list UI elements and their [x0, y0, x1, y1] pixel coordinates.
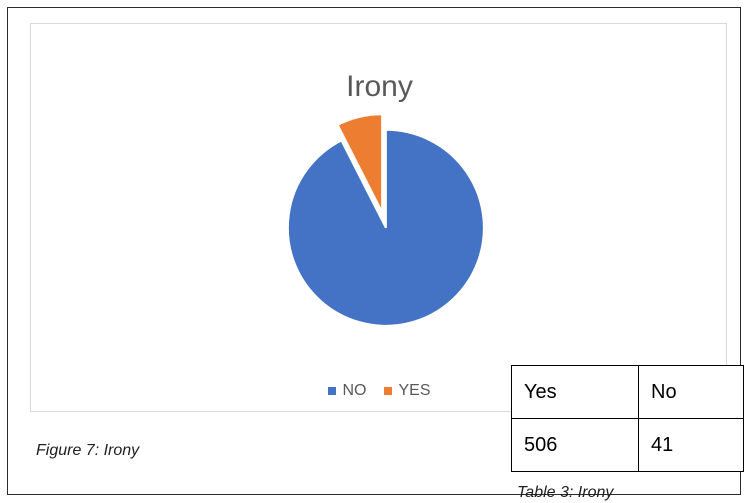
table-header-yes: Yes — [512, 366, 639, 419]
table-caption: Table 3: Irony — [517, 484, 613, 502]
legend-swatch-no — [328, 387, 336, 395]
table-row: 506 41 — [512, 419, 744, 472]
legend-label-yes: YES — [398, 382, 430, 400]
table-header-row: Yes No — [512, 366, 744, 419]
legend-label-no: NO — [342, 382, 366, 400]
legend-item-no: NO — [328, 382, 366, 400]
figure-caption: Figure 7: Irony — [36, 442, 139, 460]
legend-swatch-yes — [384, 387, 392, 395]
pie-chart — [31, 24, 728, 413]
table-cell-no-value: 41 — [639, 419, 744, 472]
table-cell-yes-value: 506 — [512, 419, 639, 472]
pie-slice-no — [288, 130, 484, 326]
table-header-no: No — [639, 366, 744, 419]
legend-item-yes: YES — [384, 382, 430, 400]
data-table: Yes No 506 41 — [511, 365, 744, 472]
chart-area: Irony NO YES — [30, 23, 727, 412]
